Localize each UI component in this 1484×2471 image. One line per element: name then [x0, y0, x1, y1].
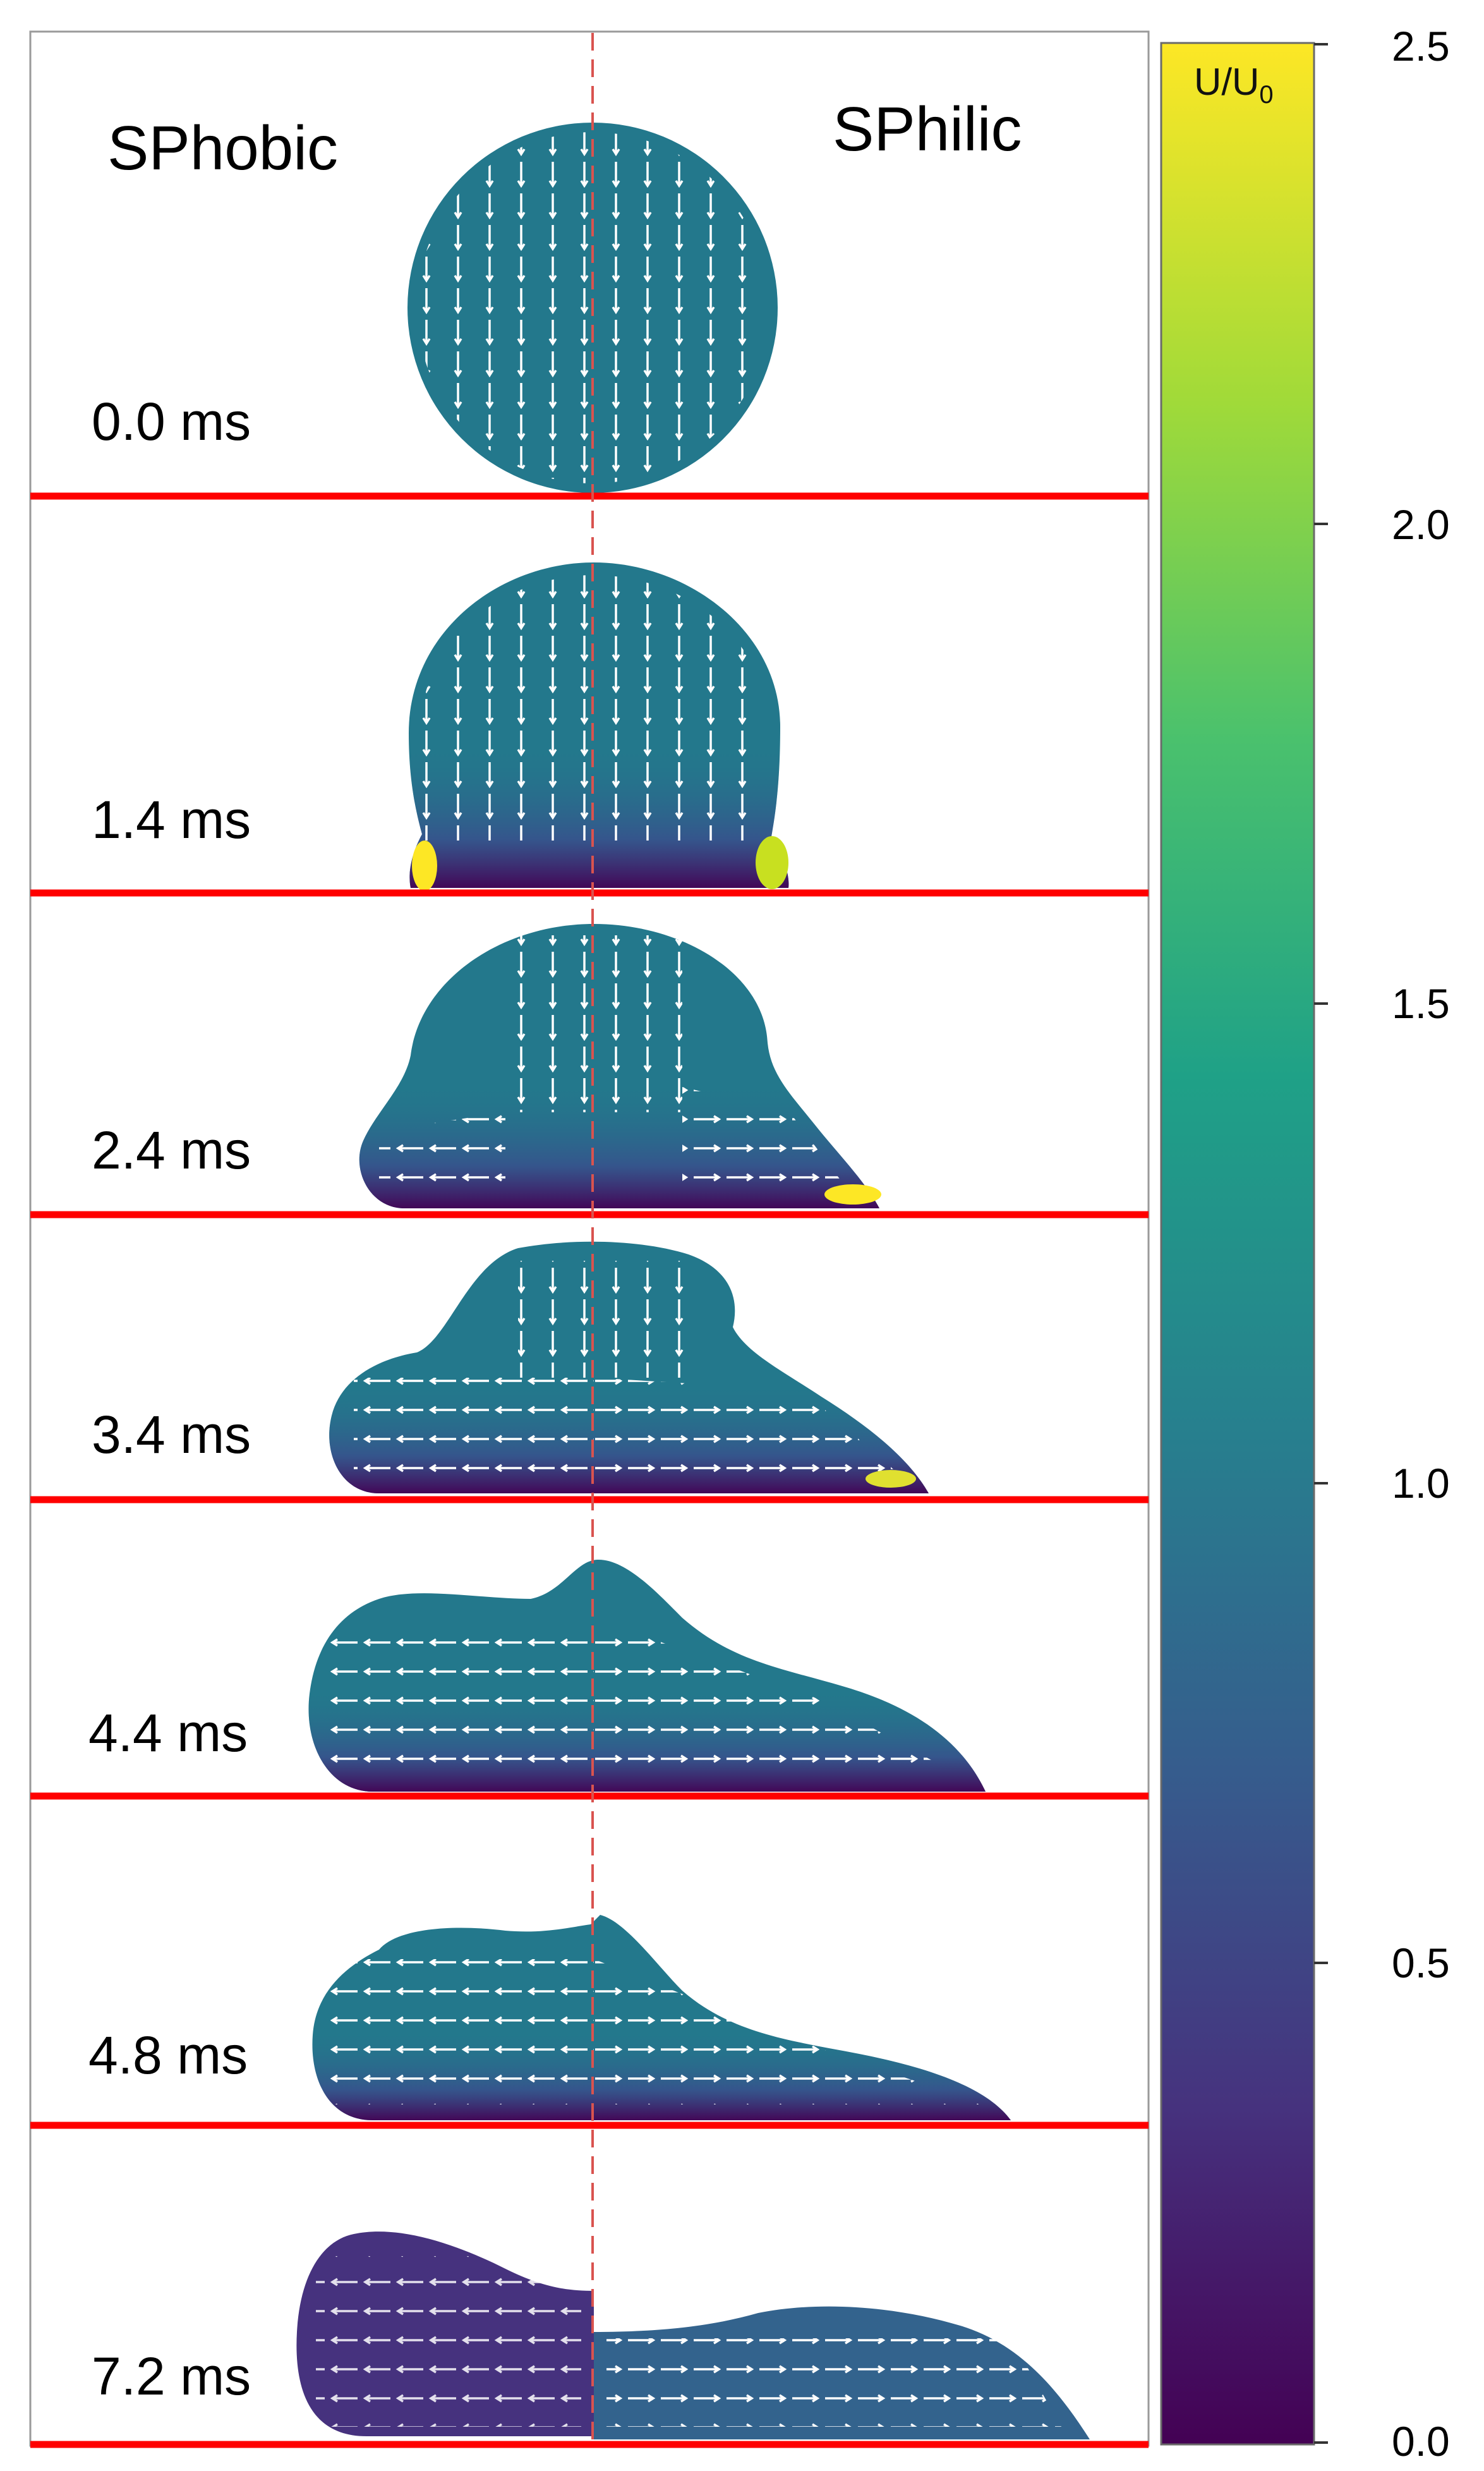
panel-1.4ms	[30, 562, 1149, 897]
time-label-1: 1.4 ms	[92, 790, 251, 849]
sphobic-label: SPhobic	[107, 113, 339, 183]
time-label-4: 4.4 ms	[88, 1703, 248, 1763]
time-label-6: 7.2 ms	[92, 2347, 251, 2406]
colorbar-tick-label: 1.0	[1392, 1460, 1450, 1507]
velocity-field-4.4ms-right	[594, 1618, 960, 1776]
velocity-field-3.4ms-right	[594, 1378, 897, 1479]
colorbar	[1160, 42, 1315, 2446]
colorbar-tick-label: 2.0	[1392, 501, 1450, 548]
colorbar-ticks	[1314, 43, 1328, 2444]
panel-4.8ms	[30, 1915, 1149, 2129]
panel-2.4ms	[30, 924, 1149, 1218]
high-velocity-spot-left	[412, 841, 437, 891]
sphilic-label: SPhilic	[833, 94, 1022, 164]
panel-7.2ms	[30, 2231, 1149, 2448]
velocity-field-2.4ms-left	[379, 1112, 505, 1194]
colorbar-tick-label: 2.5	[1392, 23, 1450, 70]
velocity-field-4.8ms-left	[329, 1959, 594, 2104]
velocity-field-4.4ms-left	[329, 1624, 594, 1776]
colorbar-tick-label: 0.0	[1392, 2418, 1450, 2465]
velocity-field-4.8ms-right	[594, 1959, 986, 2104]
time-label-3: 3.4 ms	[92, 1405, 251, 1464]
high-velocity-spot-right	[756, 836, 788, 889]
high-velocity-spot-right	[866, 1470, 916, 1488]
velocity-field-2.4ms-right	[682, 1087, 847, 1194]
time-label-0: 0.0 ms	[92, 392, 251, 451]
colorbar-tick-label: 0.5	[1392, 1940, 1450, 1986]
high-velocity-spot-right	[824, 1184, 881, 1205]
velocity-field-7.2ms-right	[606, 2338, 1061, 2427]
velocity-field-3.4ms-down	[518, 1261, 695, 1378]
velocity-field-7.2ms-left	[316, 2256, 581, 2427]
panel-4.4ms	[30, 1559, 1149, 1800]
colorbar-title: U/U0	[1194, 61, 1274, 109]
time-label-5: 4.8 ms	[88, 2025, 248, 2085]
panel-3.4ms	[30, 1241, 1149, 1503]
colorbar-tick-label: 1.5	[1392, 980, 1450, 1027]
velocity-field-3.4ms-left	[354, 1378, 594, 1479]
time-label-2: 2.4 ms	[92, 1120, 251, 1180]
